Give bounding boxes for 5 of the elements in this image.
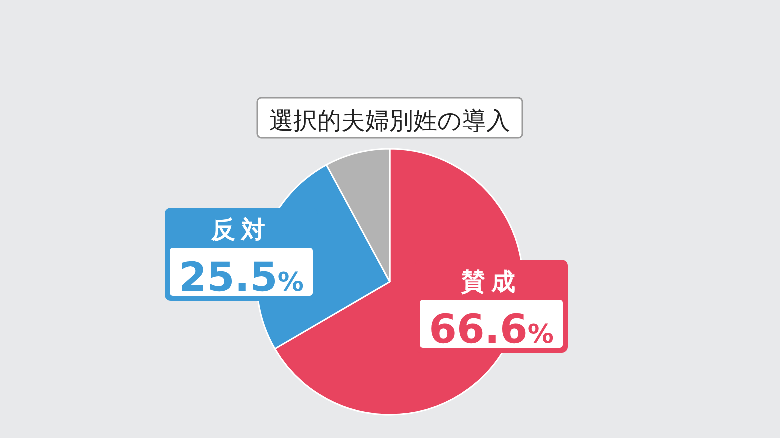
slice-label: 賛成 (460, 268, 522, 296)
chart-title: 選択的夫婦別姓の導入 (270, 107, 510, 135)
slice-label: 反対 (210, 216, 272, 244)
data-label: 25.5% (179, 255, 304, 301)
data-label: 66.6% (429, 307, 554, 353)
